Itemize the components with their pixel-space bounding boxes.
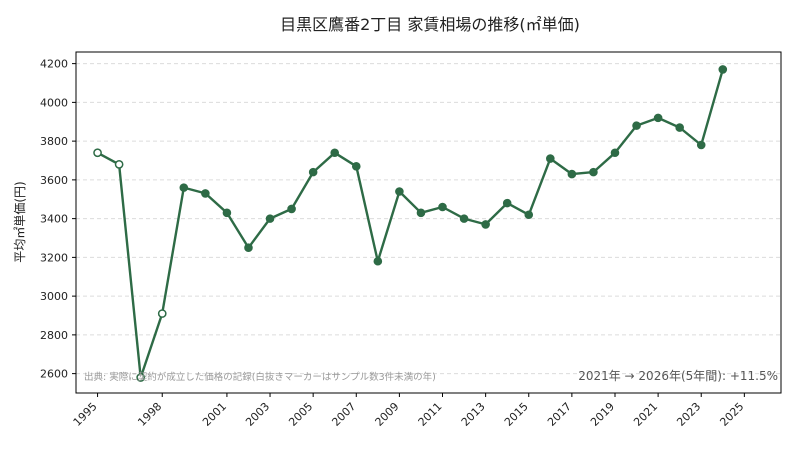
y-tick-label: 3600	[40, 174, 68, 187]
x-tick-label: 2017	[545, 400, 574, 429]
y-tick-label: 2800	[40, 329, 68, 342]
y-tick-label: 4200	[40, 58, 68, 71]
x-tick-label: 2005	[286, 400, 315, 429]
data-point	[567, 169, 577, 179]
data-point	[244, 243, 253, 252]
x-tick-label: 2001	[200, 400, 229, 429]
data-point	[351, 162, 361, 171]
x-tick-label: 2011	[416, 400, 445, 429]
chart-title: 目黒区鷹番2丁目 家賃相場の推移(㎡単価)	[280, 15, 580, 34]
y-axis: 2600 2800 3000 3200 3400 3600 3800 4000 4200	[40, 58, 76, 381]
x-tick-label: 2007	[329, 400, 358, 429]
data-point	[459, 214, 469, 223]
y-tick-label: 3200	[40, 251, 68, 264]
data-point-low-sample	[136, 373, 146, 382]
x-tick-label: 1995	[71, 400, 100, 429]
data-point	[718, 65, 728, 74]
data-point-low-sample	[93, 148, 102, 158]
x-axis: 1995 1998 2001 2003 2005 2007 2009 2011 2013 2015…	[71, 393, 746, 429]
x-tick-label: 2009	[373, 400, 402, 429]
x-tick-label: 2025	[717, 400, 746, 429]
data-point	[179, 183, 189, 192]
series-line-group	[93, 65, 728, 382]
x-tick-label: 2019	[588, 400, 617, 429]
y-tick-label: 3000	[40, 290, 68, 303]
data-point	[287, 204, 296, 214]
data-point	[610, 148, 620, 158]
data-point	[438, 202, 447, 212]
x-tick-label: 2015	[502, 400, 531, 429]
data-point	[330, 148, 340, 158]
data-point	[524, 210, 534, 220]
y-axis-label: 平均㎡単価(円)	[13, 181, 27, 262]
data-point	[222, 208, 232, 218]
y-tick-label: 3800	[40, 135, 68, 148]
y-tick-label: 2600	[40, 368, 68, 381]
data-point	[546, 154, 555, 163]
data-point	[201, 189, 210, 198]
x-tick-label: 1998	[135, 400, 164, 429]
data-point	[696, 140, 706, 150]
data-point	[395, 187, 404, 196]
y-tick-label: 4000	[40, 96, 68, 109]
data-point	[481, 220, 490, 229]
x-tick-label: 2023	[674, 400, 703, 429]
data-point	[589, 167, 598, 177]
data-point-low-sample	[114, 160, 124, 169]
x-tick-label: 2021	[631, 400, 660, 429]
source-note: 出典: 実際に契約が成立した価格の記録(白抜きマーカーはサンプル数3件未満の年)	[84, 371, 436, 383]
data-point	[632, 121, 641, 130]
data-point	[502, 198, 512, 208]
data-point	[373, 256, 383, 266]
series-line	[97, 69, 724, 379]
data-point	[416, 208, 426, 218]
data-point	[653, 113, 663, 123]
grid-lines	[76, 63, 781, 375]
x-tick-label: 2013	[459, 400, 488, 429]
data-point	[308, 167, 318, 177]
x-tick-label: 2003	[243, 400, 272, 429]
plot-frame	[75, 51, 782, 394]
growth-annotation: 2021年 → 2026年(5年間): +11.5%	[578, 369, 778, 383]
data-point	[675, 123, 684, 132]
y-tick-label: 3400	[40, 213, 68, 226]
data-point-low-sample	[157, 309, 167, 318]
data-point	[265, 214, 275, 223]
